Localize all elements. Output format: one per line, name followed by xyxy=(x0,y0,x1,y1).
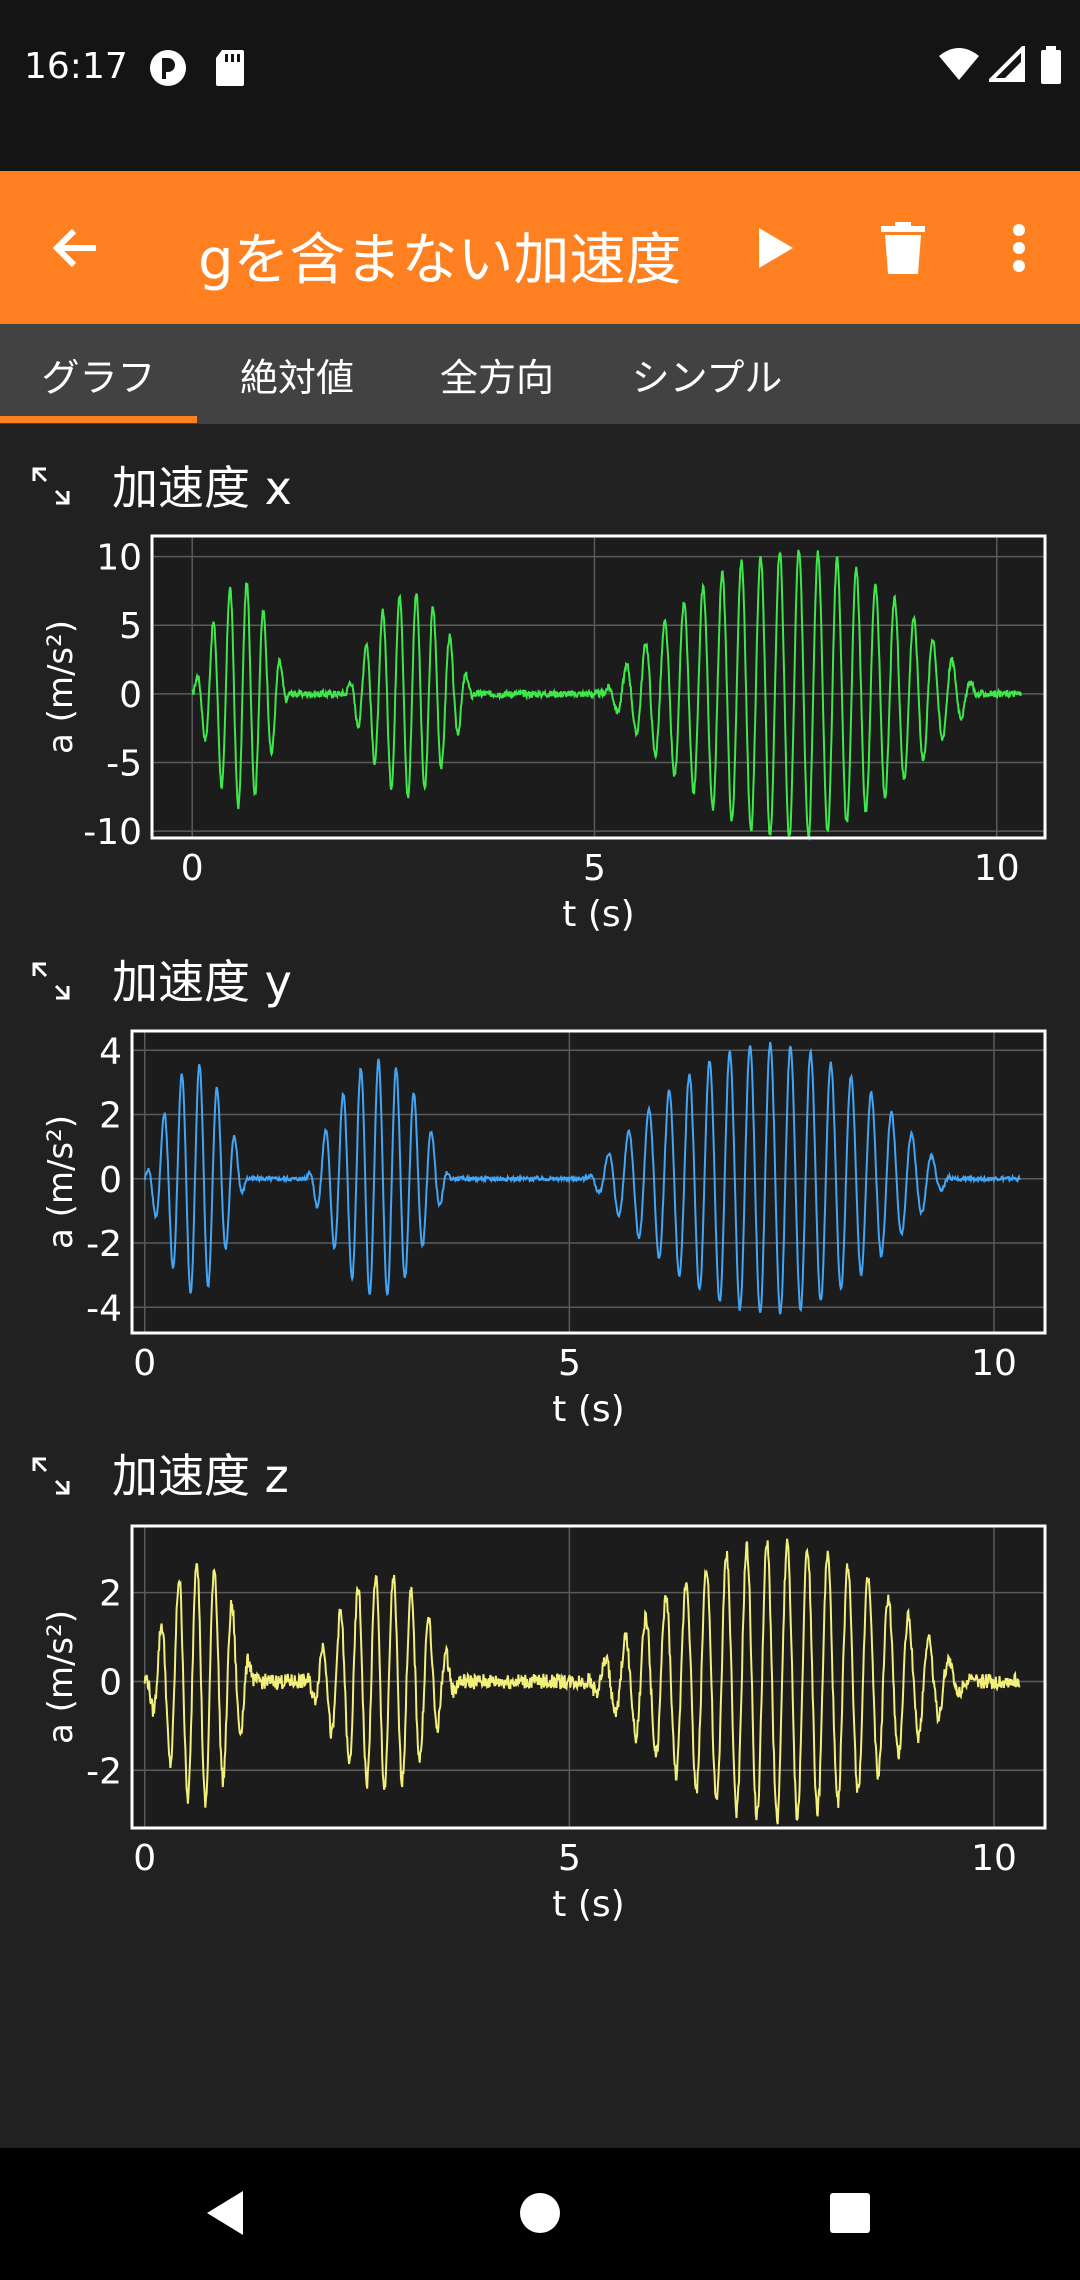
more-vert-icon xyxy=(1013,224,1025,272)
x-tick-label: 0 xyxy=(181,848,204,889)
nav-recents-button[interactable] xyxy=(815,2178,885,2248)
y-tick-label: 0 xyxy=(119,675,142,716)
navigation-bar xyxy=(0,2148,1080,2280)
expand-icon[interactable] xyxy=(30,465,72,507)
tab-simple[interactable]: シンプル xyxy=(607,324,807,424)
tab-label: グラフ xyxy=(41,355,156,400)
play-icon xyxy=(759,228,793,268)
series-line xyxy=(143,1538,1021,1825)
x-tick-label: 5 xyxy=(583,848,606,889)
nav-back-button[interactable] xyxy=(190,2178,260,2248)
chart-x[interactable]: 10 5 0 -5 -10 0 5 10 t (s) a (m/s²) xyxy=(0,520,1080,940)
y-tick-label: -5 xyxy=(106,744,142,785)
graph-title-z: 加速度 z xyxy=(112,1449,289,1503)
x-tick-label: 10 xyxy=(974,848,1020,889)
y-tick-label: 2 xyxy=(99,1096,122,1137)
graph-title-y: 加速度 y xyxy=(112,955,292,1009)
chart-z[interactable]: 2 0 -2 0 5 10 t (s) a (m/s²) xyxy=(0,1510,1080,1930)
x-tick-label: 0 xyxy=(133,1343,156,1384)
play-button[interactable] xyxy=(742,215,808,281)
x-tick-label: 10 xyxy=(971,1838,1017,1879)
y-tick-label: -10 xyxy=(83,812,142,853)
y-tick-label: 10 xyxy=(96,538,142,579)
y-tick-label: 2 xyxy=(99,1574,122,1615)
cell-signal-icon xyxy=(986,43,1025,82)
delete-icon xyxy=(881,222,925,274)
tab-absolute[interactable]: 絶対値 xyxy=(207,324,387,424)
y-tick-label: 4 xyxy=(99,1031,122,1072)
triangle-back-icon xyxy=(207,2191,243,2235)
x-tick-label: 0 xyxy=(133,1838,156,1879)
y-tick-label: 0 xyxy=(99,1662,122,1703)
y-tick-label: -2 xyxy=(86,1751,122,1792)
expand-icon[interactable] xyxy=(30,1455,72,1497)
tab-label: シンプル xyxy=(631,355,783,400)
plot-area xyxy=(132,1031,1045,1333)
series-line xyxy=(143,1041,1021,1315)
plot-frame xyxy=(150,534,1047,840)
x-axis-label: t (s) xyxy=(552,1389,624,1430)
circle-home-icon xyxy=(520,2193,560,2233)
square-recents-icon xyxy=(830,2193,870,2233)
more-options-button[interactable] xyxy=(986,215,1052,281)
plot-area xyxy=(152,536,1045,838)
series-line xyxy=(191,549,1022,842)
status-time: 16:17 xyxy=(24,46,128,87)
y-tick-label: -2 xyxy=(86,1224,122,1265)
battery-icon xyxy=(1041,46,1061,84)
y-tick-label: 5 xyxy=(119,606,142,647)
tab-bar: グラフ 絶対値 全方向 シンプル xyxy=(0,324,1080,424)
x-axis-label: t (s) xyxy=(562,894,634,935)
tab-all-directions[interactable]: 全方向 xyxy=(407,324,587,424)
app-title: gを含まない加速度 xyxy=(198,228,682,293)
back-arrow-icon xyxy=(52,228,96,268)
app-bar: gを含まない加速度 xyxy=(0,171,1080,324)
x-axis-label: t (s) xyxy=(552,1884,624,1925)
delete-button[interactable] xyxy=(870,215,936,281)
sync-icon xyxy=(150,50,186,86)
plot-frame xyxy=(130,1029,1047,1335)
x-tick-label: 10 xyxy=(971,1343,1017,1384)
expand-icon[interactable] xyxy=(30,960,72,1002)
chart-y[interactable]: 4 2 0 -2 -4 0 5 10 t (s) a (m/s²) xyxy=(0,1015,1080,1435)
tab-graph[interactable]: グラフ xyxy=(0,324,197,424)
tab-indicator xyxy=(0,416,197,423)
sd-card-icon xyxy=(216,50,244,86)
status-bar: 16:17 xyxy=(0,0,1080,171)
tab-label: 全方向 xyxy=(439,355,554,400)
y-axis-label: a (m/s²) xyxy=(41,1115,81,1249)
tab-label: 絶対値 xyxy=(239,355,354,400)
wifi-icon xyxy=(938,48,979,80)
x-tick-label: 5 xyxy=(558,1838,581,1879)
y-tick-label: -4 xyxy=(86,1288,122,1329)
plot-frame xyxy=(130,1524,1047,1830)
graph-title-x: 加速度 x xyxy=(112,461,292,515)
status-right-icons xyxy=(938,43,1062,84)
back-button[interactable] xyxy=(42,215,108,281)
x-tick-label: 5 xyxy=(558,1343,581,1384)
y-axis-label: a (m/s²) xyxy=(41,1610,81,1744)
y-axis-label: a (m/s²) xyxy=(41,620,81,754)
y-tick-label: 0 xyxy=(99,1160,122,1201)
nav-home-button[interactable] xyxy=(505,2178,575,2248)
